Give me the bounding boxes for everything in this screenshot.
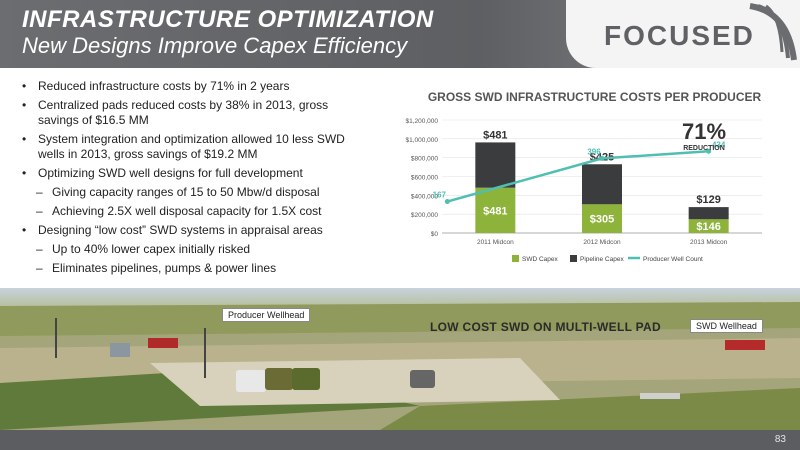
bullet-list: Reduced infrastructure costs by 71% in 2… — [22, 79, 372, 280]
bar-swd-capex — [688, 219, 729, 233]
y-tick-label: $200,000 — [411, 212, 438, 219]
bullet-item: Optimizing SWD well designs for full dev… — [22, 166, 372, 181]
bar-pipeline-capex — [582, 164, 622, 205]
point-producer-well-count — [444, 199, 450, 205]
bar-swd-capex — [475, 187, 516, 233]
legend-swatch-swd — [512, 255, 519, 262]
logo-swoosh-icon — [749, 3, 797, 61]
x-tick-label: 2012 Midcon — [583, 239, 621, 246]
bar-swd-capex — [582, 204, 622, 233]
swd-wellhead-tag: SWD Wellhead — [690, 319, 763, 333]
y-tick-label: $0 — [431, 231, 439, 238]
page-number: 83 — [774, 434, 786, 445]
reduction-percent: 71% — [682, 119, 726, 144]
bar-label-swd: $146 — [696, 221, 720, 233]
bar-pipeline-capex — [475, 142, 516, 188]
y-tick-label: $1,000,000 — [405, 137, 438, 144]
x-tick-label: 2013 Midcon — [690, 239, 728, 246]
bar-label-swd: $305 — [590, 214, 614, 226]
bar-pipeline-capex — [688, 207, 729, 220]
sub-bullet-item: Giving capacity ranges of 15 to 50 Mbw/d… — [22, 185, 372, 200]
x-tick-label: 2011 Midcon — [477, 239, 514, 246]
bar-label-pipeline: $481 — [483, 129, 507, 141]
legend-label: SWD Capex — [522, 256, 559, 263]
y-tick-label: $800,000 — [411, 156, 438, 163]
y-tick-label: $600,000 — [411, 175, 438, 182]
legend-label: Pipeline Capex — [580, 256, 624, 263]
line-point-label: 167 — [433, 191, 447, 200]
line-point-label: 434 — [712, 140, 726, 149]
chart-title: GROSS SWD INFRASTRUCTURE COSTS PER PRODU… — [428, 90, 762, 104]
legend-label: Producer Well Count — [643, 256, 703, 263]
bullet-item: Designing “low cost” SWD systems in appr… — [22, 223, 372, 238]
sub-bullet-item: Eliminates pipelines, pumps & power line… — [22, 261, 372, 276]
bullet-item: System integration and optimization allo… — [22, 132, 372, 162]
bar-label-swd: $481 — [483, 205, 507, 217]
point-producer-well-count — [706, 148, 712, 154]
sub-bullet-item: Achieving 2.5X well disposal capacity fo… — [22, 204, 372, 219]
photo-caption: LOW COST SWD ON MULTI-WELL PAD — [430, 320, 661, 334]
line-point-label: 396 — [587, 147, 601, 156]
aerial-photo-illustration — [0, 288, 800, 430]
point-producer-well-count — [599, 155, 605, 161]
cost-chart: GROSS SWD INFRASTRUCTURE COSTS PER PRODU… — [392, 85, 797, 270]
bullet-item: Reduced infrastructure costs by 71% in 2… — [22, 79, 372, 94]
bar-label-pipeline: $129 — [696, 194, 720, 206]
page-subtitle: New Designs Improve Capex Efficiency — [22, 33, 408, 58]
footer-bar: 83 — [0, 430, 800, 450]
y-tick-label: $400,000 — [411, 193, 438, 200]
chart-svg: GROSS SWD INFRASTRUCTURE COSTS PER PRODU… — [392, 85, 797, 270]
producer-wellhead-tag: Producer Wellhead — [222, 308, 311, 322]
well-pad-photo — [0, 288, 800, 430]
legend-swatch-pipeline — [570, 255, 577, 262]
sub-bullet-item: Up to 40% lower capex initially risked — [22, 242, 372, 257]
y-tick-label: $1,200,000 — [405, 118, 438, 125]
company-logo-text: FOCUSED — [604, 20, 755, 51]
page-title: INFRASTRUCTURE OPTIMIZATION — [22, 6, 434, 33]
bullet-item: Centralized pads reduced costs by 38% in… — [22, 98, 372, 128]
reduction-label: REDUCTION — [683, 145, 725, 152]
